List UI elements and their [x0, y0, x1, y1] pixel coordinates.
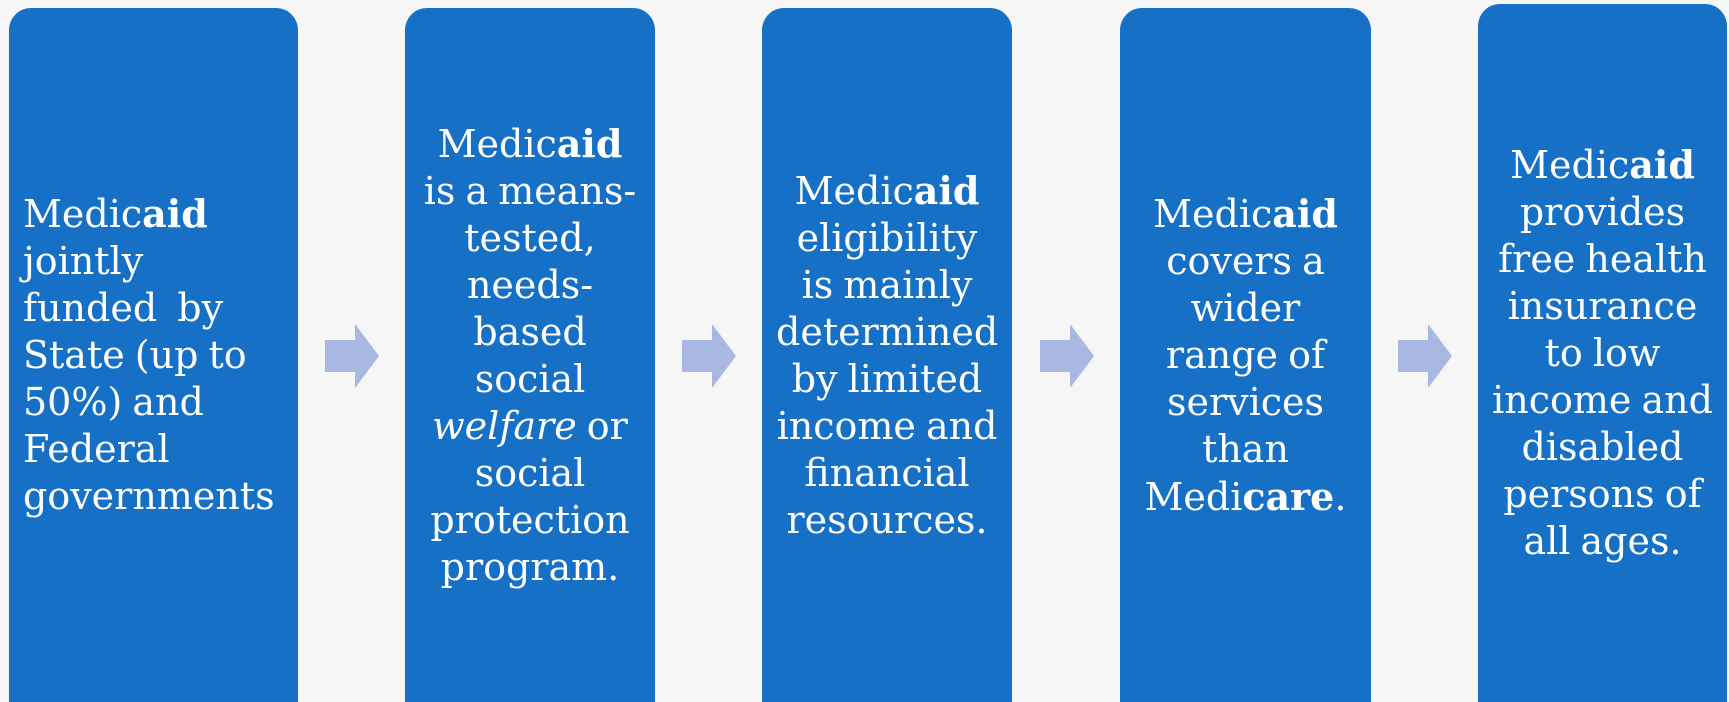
bold-text: aid: [913, 167, 980, 213]
arrow: [682, 324, 736, 388]
text: or social protection program.: [430, 403, 640, 589]
step-text: Medicaid provides free health insurance …: [1492, 141, 1713, 565]
bold-text: aid: [142, 191, 208, 236]
arrow: [1040, 324, 1094, 388]
text: jointly funded by State (up to 50%) and …: [23, 192, 275, 518]
step-text: Medicaid covers a wider range of service…: [1134, 190, 1357, 521]
bold-text: aid: [1272, 190, 1338, 236]
step-box: Medicaid is a means-tested, needs-based …: [405, 8, 655, 702]
bold-text: care: [1242, 473, 1335, 519]
text: Medic: [1153, 191, 1273, 236]
text: .: [1334, 474, 1347, 519]
arrow: [1398, 324, 1452, 388]
step-box: Medicaid covers a wider range of service…: [1120, 8, 1371, 702]
bold-text: aid: [1629, 142, 1695, 187]
step-box: Medicaid jointly funded by State (up to …: [9, 8, 298, 702]
text: eligibility is mainly determined by limi…: [776, 168, 1009, 542]
text: provides free health insurance to low in…: [1492, 143, 1724, 563]
text: is a means-tested, needs-based social: [423, 121, 637, 401]
step-box: Medicaid eligibility is mainly determine…: [762, 8, 1012, 702]
bold-text: aid: [556, 120, 623, 166]
text: Medic: [1510, 143, 1630, 187]
text: Medic: [23, 192, 143, 236]
step-text: Medicaid jointly funded by State (up to …: [23, 190, 284, 520]
italic-text: welfare: [432, 403, 577, 448]
arrow: [325, 324, 379, 388]
text: Medic: [437, 121, 557, 166]
text: covers a wider range of services than Me…: [1144, 191, 1348, 519]
text: Medic: [794, 168, 914, 213]
step-text: Medicaid eligibility is mainly determine…: [776, 167, 998, 544]
step-text: Medicaid is a means-tested, needs-based …: [419, 120, 641, 591]
step-box: Medicaid provides free health insurance …: [1478, 4, 1727, 702]
